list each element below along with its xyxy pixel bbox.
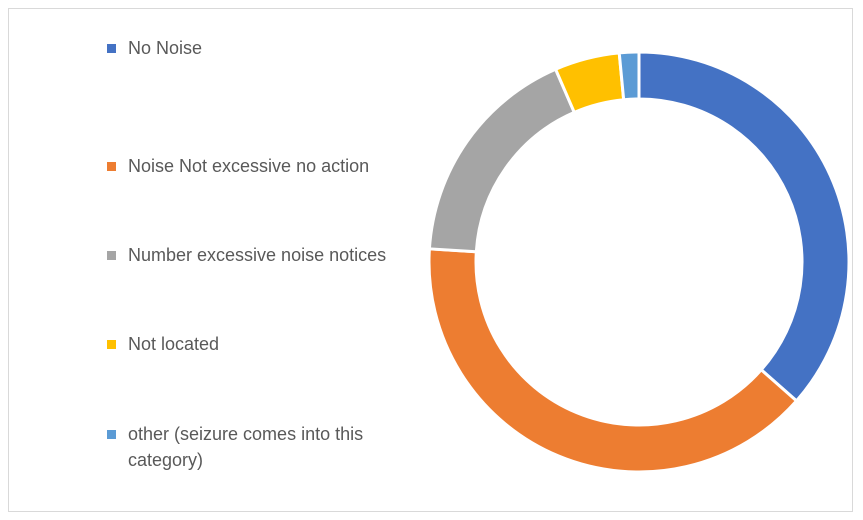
- legend-item-other: other (seizure comes into this category): [107, 421, 397, 473]
- chart-area: No Noise Noise Not excessive no action N…: [8, 8, 853, 512]
- legend-swatch: [107, 44, 116, 53]
- legend-item-not-located: Not located: [107, 331, 397, 357]
- legend-swatch: [107, 251, 116, 260]
- legend: No Noise Noise Not excessive no action N…: [107, 9, 407, 511]
- legend-label: Noise Not excessive no action: [128, 156, 370, 176]
- slice-noise-not-excessive: [427, 247, 799, 474]
- legend-label: other (seizure comes into this category): [128, 424, 364, 470]
- slice-no-noise: [637, 50, 849, 403]
- legend-item-excessive-noise-notices: Number excessive noise notices: [107, 242, 397, 268]
- donut-slices: [427, 50, 849, 474]
- legend-label: Number excessive noise notices: [128, 245, 387, 265]
- donut-chart: [427, 50, 849, 474]
- legend-swatch: [107, 340, 116, 349]
- slice-excessive-noise-notices: [427, 67, 577, 254]
- legend-swatch: [107, 162, 116, 171]
- slice-other: [617, 50, 641, 102]
- legend-label: No Noise: [128, 38, 203, 58]
- legend-item-noise-not-excessive: Noise Not excessive no action: [107, 153, 397, 179]
- legend-swatch: [107, 430, 116, 439]
- legend-label: Not located: [128, 334, 220, 354]
- legend-item-no-noise: No Noise: [107, 35, 397, 61]
